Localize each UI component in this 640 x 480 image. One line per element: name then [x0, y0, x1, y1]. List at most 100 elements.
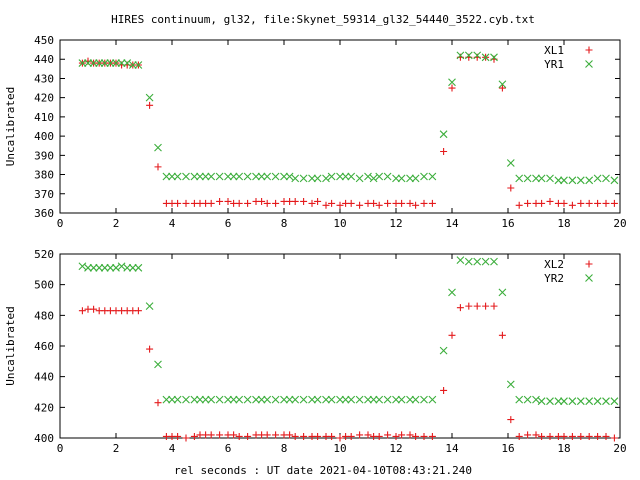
series-yr1	[78, 51, 619, 185]
data-point	[154, 399, 162, 407]
data-point	[568, 432, 576, 440]
data-point	[420, 432, 428, 440]
data-point	[507, 184, 515, 192]
data-point	[117, 262, 126, 271]
data-point	[465, 302, 473, 310]
data-point	[154, 163, 162, 171]
data-point	[490, 302, 498, 310]
data-point	[420, 172, 428, 181]
chart-title: HIRES continuum, gl32, file:Skynet_59314…	[111, 13, 535, 26]
data-point	[568, 397, 577, 406]
x-tick-label: 6	[225, 442, 232, 455]
data-point	[448, 288, 456, 297]
y-tick-label: 430	[34, 72, 54, 85]
x-tick-label: 14	[445, 217, 459, 230]
data-point	[481, 53, 490, 62]
data-point	[412, 432, 420, 440]
data-point	[272, 431, 280, 439]
data-point	[252, 172, 260, 181]
data-point	[490, 53, 498, 62]
data-point	[280, 172, 288, 181]
data-point	[585, 199, 593, 207]
data-point	[168, 172, 176, 181]
data-point	[244, 199, 252, 207]
data-point	[201, 395, 210, 404]
data-point	[439, 130, 448, 139]
data-point	[174, 432, 182, 440]
legend-label: YR2	[544, 272, 564, 285]
y-tick-label: 360	[34, 207, 54, 220]
data-point	[182, 172, 190, 181]
data-point	[106, 59, 115, 67]
data-point	[162, 395, 171, 404]
data-point	[313, 174, 322, 183]
data-point	[263, 431, 271, 439]
data-point	[537, 397, 546, 406]
data-point	[89, 59, 98, 67]
data-point	[190, 172, 199, 181]
data-point	[327, 172, 336, 181]
data-point	[593, 397, 602, 406]
data-point	[285, 395, 294, 404]
data-point	[515, 201, 523, 209]
x-tick-label: 12	[389, 217, 402, 230]
data-point	[229, 395, 238, 404]
data-point	[134, 263, 143, 272]
data-point	[568, 176, 577, 185]
y-tick-label: 520	[34, 248, 54, 261]
data-point	[123, 263, 132, 272]
legend-marker	[585, 274, 593, 282]
data-point	[546, 397, 554, 406]
data-point	[384, 199, 392, 207]
data-point	[128, 61, 137, 69]
data-point	[235, 432, 243, 440]
series-yr2	[78, 256, 619, 406]
data-point	[243, 395, 252, 404]
data-point	[145, 302, 154, 311]
y-tick-label: 420	[34, 401, 54, 414]
data-point	[95, 263, 104, 272]
data-point	[392, 395, 400, 404]
data-point	[216, 431, 224, 439]
y-tick-label: 400	[34, 432, 54, 445]
data-point	[128, 263, 137, 272]
data-point	[397, 395, 406, 404]
data-point	[196, 172, 204, 181]
data-point	[554, 176, 563, 185]
data-point	[594, 432, 602, 440]
data-point	[207, 431, 215, 439]
legend-label: XL2	[544, 258, 564, 271]
x-tick-label: 16	[501, 442, 514, 455]
data-point	[576, 397, 585, 406]
data-point	[84, 59, 92, 67]
x-tick-label: 12	[389, 442, 402, 455]
data-point	[610, 176, 619, 185]
data-point	[464, 51, 473, 60]
data-point	[271, 172, 280, 181]
data-point	[207, 395, 216, 404]
data-point	[341, 395, 350, 404]
data-point	[328, 199, 336, 207]
data-point	[428, 172, 437, 181]
y-axis-label: Uncalibrated	[4, 306, 17, 385]
data-point	[546, 432, 554, 440]
y-tick-label: 410	[34, 111, 54, 124]
data-point	[207, 199, 215, 207]
y-tick-label: 380	[34, 169, 54, 182]
data-point	[341, 172, 350, 181]
data-point	[602, 432, 610, 440]
data-point	[285, 172, 294, 181]
data-point	[507, 416, 515, 424]
x-tick-label: 18	[557, 217, 570, 230]
data-point	[585, 432, 593, 440]
data-point	[538, 432, 546, 440]
data-point	[215, 172, 224, 181]
data-point	[406, 395, 414, 404]
data-point	[602, 199, 610, 207]
data-point	[89, 263, 98, 272]
data-point	[134, 307, 142, 315]
data-point	[112, 263, 120, 272]
data-point	[235, 395, 244, 404]
data-point	[182, 395, 190, 404]
